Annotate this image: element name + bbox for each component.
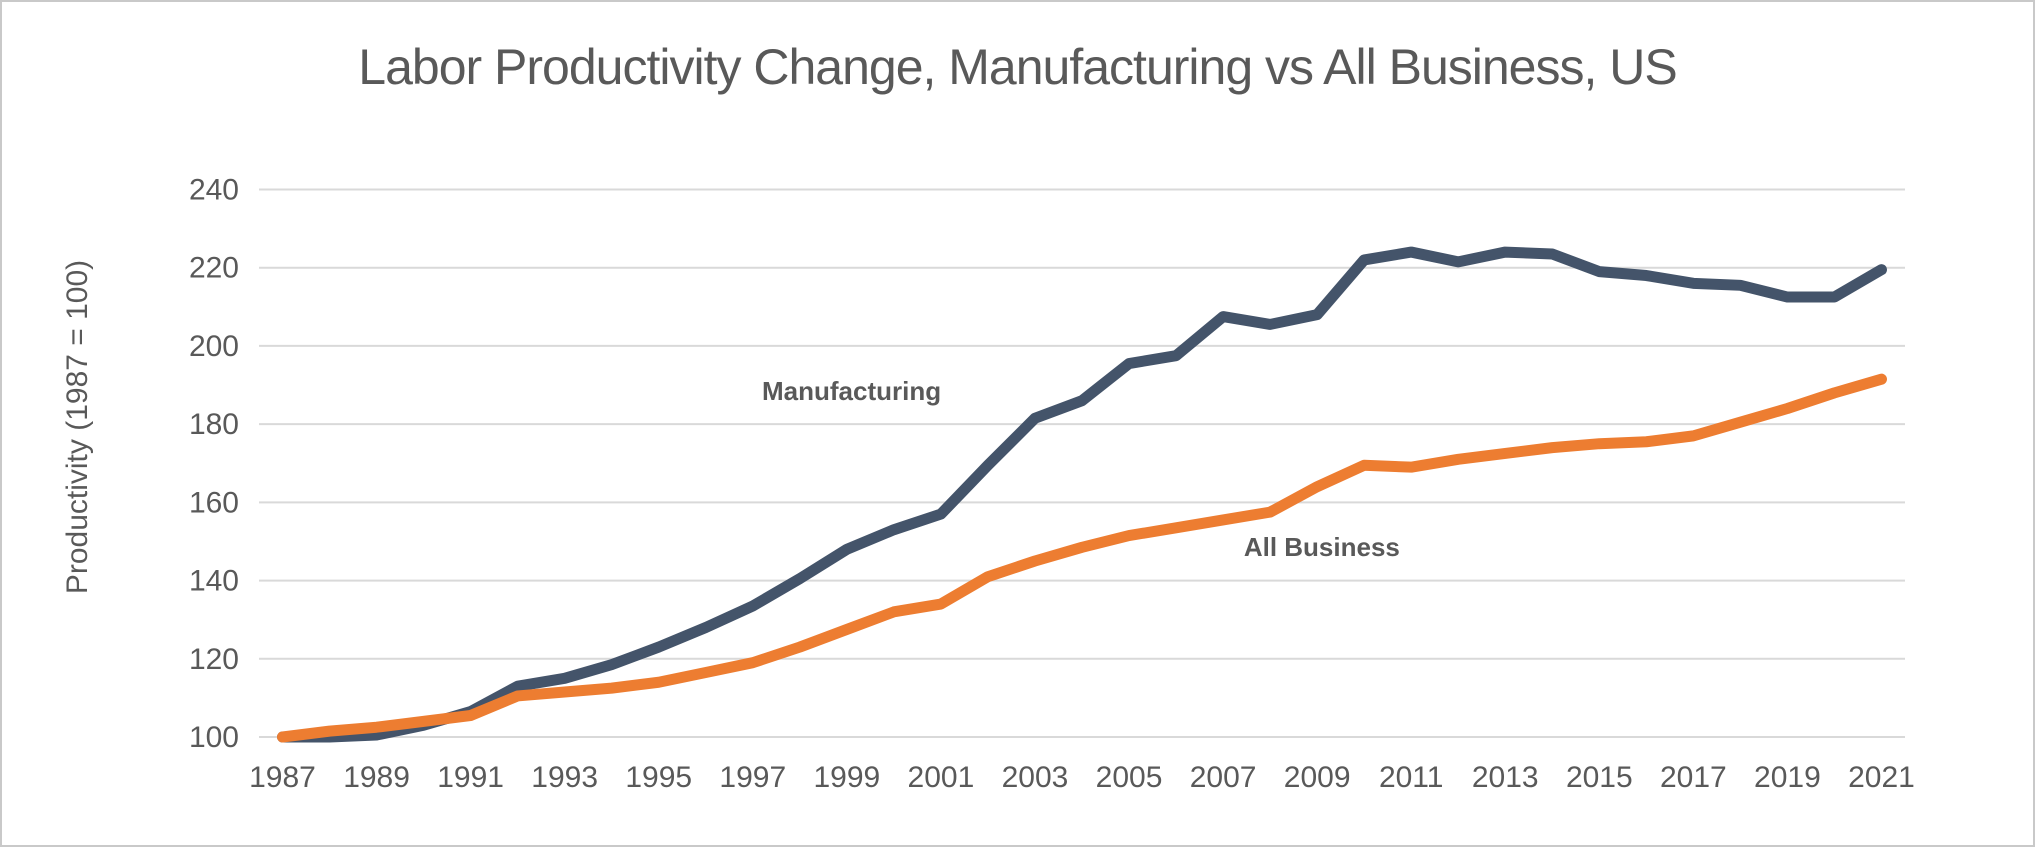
x-tick-label: 2011 [1379, 761, 1444, 794]
y-tick-label: 120 [189, 643, 239, 676]
x-tick-label: 1999 [813, 761, 880, 794]
all-business-label: All Business [1244, 532, 1400, 562]
x-tick-label: 2009 [1284, 761, 1351, 794]
y-tick-label: 220 [189, 252, 239, 285]
x-tick-label: 2005 [1096, 761, 1163, 794]
x-tick-label: 2017 [1660, 761, 1727, 794]
y-tick-label: 240 [189, 174, 239, 207]
x-tick-label: 1987 [249, 761, 316, 794]
manufacturing-label: Manufacturing [762, 376, 941, 406]
x-tick-label: 2013 [1472, 761, 1539, 794]
y-tick-label: 100 [189, 721, 239, 754]
y-tick-label: 180 [189, 408, 239, 441]
x-tick-label: 2003 [1002, 761, 1069, 794]
x-tick-label: 2015 [1566, 761, 1633, 794]
manufacturing-line [277, 246, 1887, 743]
chart-title: Labor Productivity Change, Manufacturing… [358, 39, 1677, 95]
x-tick-label: 1997 [719, 761, 786, 794]
all-business-line [277, 373, 1887, 743]
x-tick-label: 1995 [625, 761, 692, 794]
y-tick-label: 140 [189, 565, 239, 598]
x-tick-label: 2019 [1754, 761, 1821, 794]
x-tick-label: 2001 [908, 761, 975, 794]
x-tick-label: 2007 [1190, 761, 1257, 794]
x-tick-label: 1989 [343, 761, 410, 794]
x-tick-label: 1991 [437, 761, 504, 794]
y-tick-label: 200 [189, 330, 239, 363]
y-tick-label: 160 [189, 486, 239, 519]
x-tick-label: 2021 [1848, 761, 1915, 794]
x-tick-label: 1993 [531, 761, 598, 794]
